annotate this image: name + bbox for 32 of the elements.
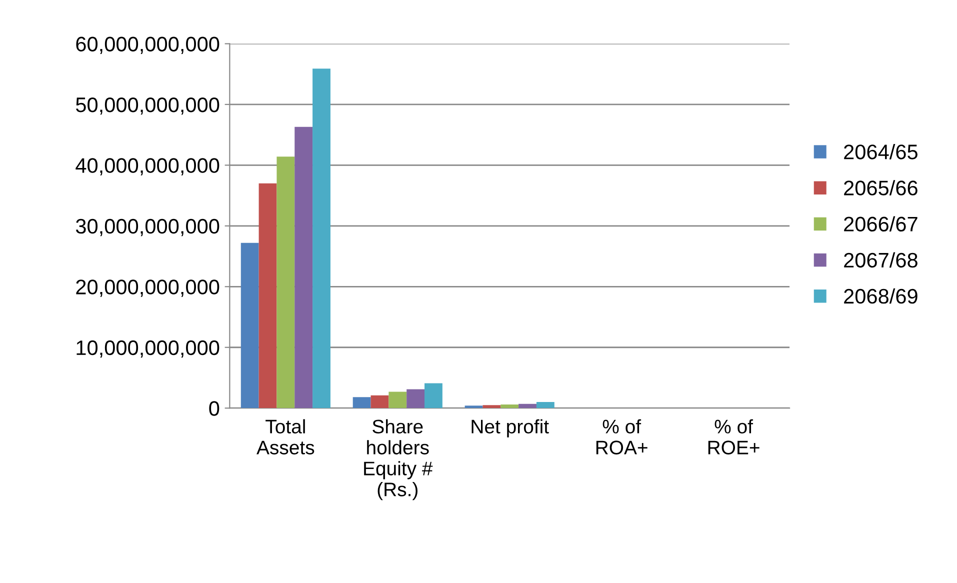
legend-label: 2066/67 bbox=[844, 216, 918, 232]
legend-label: 2067/68 bbox=[844, 252, 918, 268]
bar bbox=[536, 402, 554, 408]
bar bbox=[518, 404, 536, 408]
x-tick-label: % of ROE+ bbox=[708, 419, 760, 454]
y-tick-label: 10,000,000,000 bbox=[76, 340, 220, 358]
bar bbox=[312, 68, 330, 408]
bar bbox=[258, 183, 277, 408]
legend-label: 2064/65 bbox=[844, 144, 918, 160]
x-tick-label: Share holders Equity # (Rs.) bbox=[364, 419, 433, 500]
bar bbox=[388, 392, 407, 408]
legend-label: 2068/69 bbox=[844, 288, 918, 304]
y-tick-label: 40,000,000,000 bbox=[76, 158, 220, 176]
x-tick-label: Total Assets bbox=[256, 419, 314, 454]
bar bbox=[370, 395, 389, 408]
bar bbox=[240, 242, 259, 408]
bar bbox=[406, 389, 425, 408]
y-tick-label: 50,000,000,000 bbox=[76, 97, 220, 115]
bar bbox=[482, 405, 501, 408]
x-tick-label: Net profit bbox=[472, 419, 549, 438]
y-tick-label: 20,000,000,000 bbox=[76, 280, 220, 297]
y-tick-label: 0 bbox=[209, 401, 220, 416]
y-tick-label: 30,000,000,000 bbox=[76, 218, 220, 236]
bar bbox=[464, 406, 483, 408]
bar bbox=[352, 397, 371, 408]
bar bbox=[294, 126, 313, 408]
bar bbox=[500, 404, 519, 408]
legend-label: 2065/66 bbox=[844, 180, 918, 196]
y-tick-label: 60,000,000,000 bbox=[76, 36, 220, 54]
bar bbox=[276, 156, 295, 408]
x-tick-label: % of ROA+ bbox=[596, 419, 648, 454]
bar bbox=[424, 383, 442, 408]
